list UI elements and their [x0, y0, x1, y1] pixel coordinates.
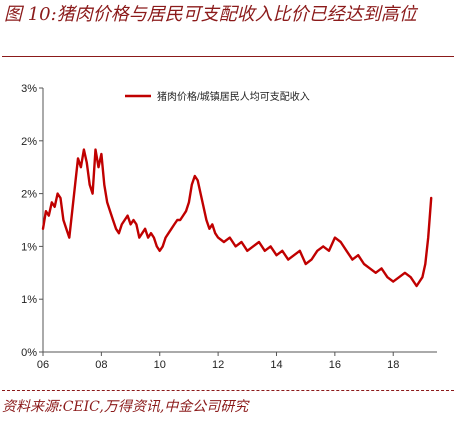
x-tick-label: 06	[37, 359, 49, 371]
x-tick-label: 16	[329, 359, 341, 371]
source-divider	[2, 390, 454, 391]
title-divider	[2, 56, 454, 57]
y-tick-label: 1%	[21, 294, 37, 306]
plot-area	[41, 148, 433, 288]
y-tick-label: 2%	[21, 189, 37, 201]
legend: 猪肉价格/城镇居民人均可支配收入	[125, 90, 310, 103]
legend-label: 猪肉价格/城镇居民人均可支配收入	[157, 90, 310, 103]
y-axis: 0% 1% 1% 2% 2% 3%	[21, 83, 44, 359]
x-tick-label: 12	[212, 359, 224, 371]
line-chart: 0% 1% 1% 2% 2% 3% 06 08 10 12 14 16 18 猪肉价格/城镇居民人均可…	[21, 83, 437, 371]
y-tick-label: 1%	[21, 241, 37, 253]
x-tick-label: 10	[154, 359, 166, 371]
source-note: 资料来源:CEIC,万得资讯,中金公司研究	[2, 399, 249, 415]
x-axis: 06 08 10 12 14 16 18	[37, 351, 437, 371]
series-line	[41, 148, 433, 288]
x-tick-label: 18	[387, 359, 399, 371]
x-tick-label: 14	[270, 359, 282, 371]
y-tick-label: 3%	[21, 83, 37, 95]
y-tick-label: 2%	[21, 136, 37, 148]
figure-title: 图 10:猪肉价格与居民可支配收入比价已经达到高位	[4, 4, 417, 25]
x-tick-label: 08	[95, 359, 107, 371]
y-tick-label: 0%	[21, 347, 37, 359]
